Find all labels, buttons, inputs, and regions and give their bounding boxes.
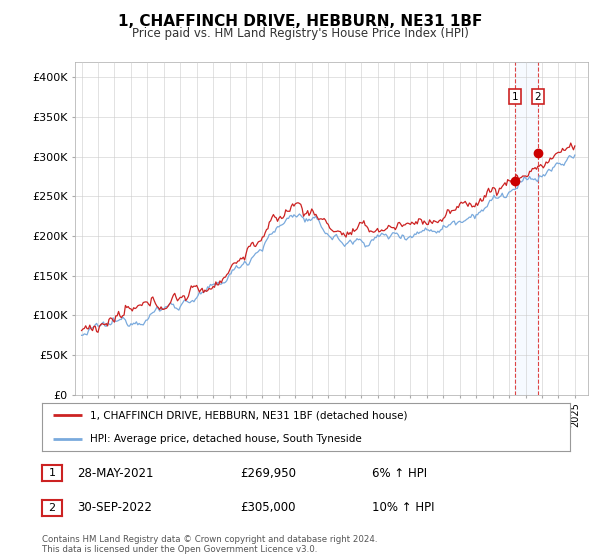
Text: 1, CHAFFINCH DRIVE, HEBBURN, NE31 1BF: 1, CHAFFINCH DRIVE, HEBBURN, NE31 1BF [118, 14, 482, 29]
Text: 1: 1 [49, 468, 55, 478]
Text: 28-MAY-2021: 28-MAY-2021 [77, 466, 154, 480]
Text: HPI: Average price, detached house, South Tyneside: HPI: Average price, detached house, Sout… [89, 434, 361, 444]
Text: Price paid vs. HM Land Registry's House Price Index (HPI): Price paid vs. HM Land Registry's House … [131, 27, 469, 40]
Text: Contains HM Land Registry data © Crown copyright and database right 2024.
This d: Contains HM Land Registry data © Crown c… [42, 535, 377, 554]
Text: 1: 1 [512, 91, 518, 101]
Text: 30-SEP-2022: 30-SEP-2022 [77, 501, 152, 515]
Text: 2: 2 [49, 503, 55, 513]
Text: 2: 2 [535, 91, 541, 101]
Text: £305,000: £305,000 [240, 501, 296, 515]
Bar [515, 62, 538, 395]
Text: 10% ↑ HPI: 10% ↑ HPI [372, 501, 434, 515]
Text: 1, CHAFFINCH DRIVE, HEBBURN, NE31 1BF (detached house): 1, CHAFFINCH DRIVE, HEBBURN, NE31 1BF (d… [89, 410, 407, 420]
Text: 6% ↑ HPI: 6% ↑ HPI [372, 466, 427, 480]
Text: £269,950: £269,950 [240, 466, 296, 480]
